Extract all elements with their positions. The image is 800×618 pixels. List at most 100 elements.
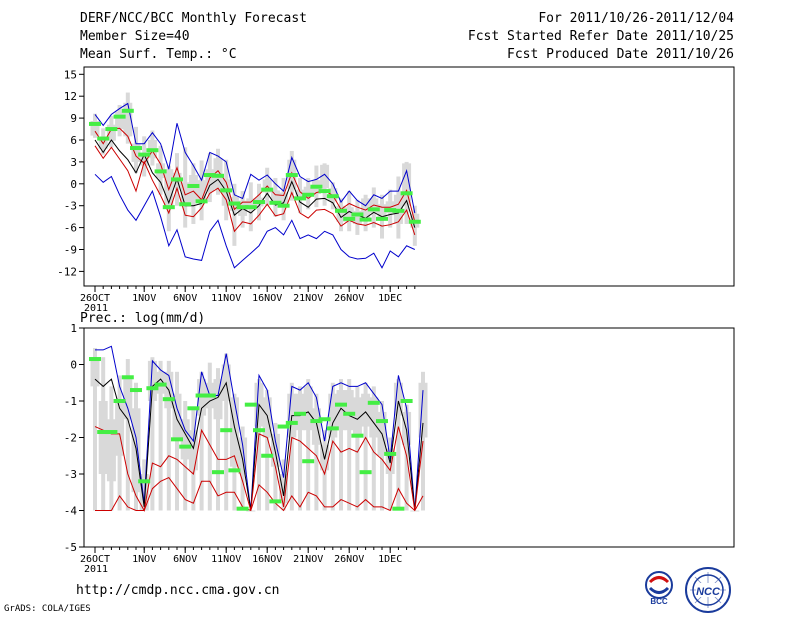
prec-spread-box [418, 382, 428, 438]
prec-spread-box [328, 393, 338, 438]
prec-year-label: 2011 [84, 564, 108, 575]
prec-whisker [347, 379, 352, 511]
prec-observed-marker [171, 437, 183, 442]
prec-observed-marker [400, 399, 413, 403]
temp-observed-marker [400, 191, 413, 196]
temp-spread-box [197, 180, 207, 200]
temp-spread-box [90, 121, 100, 136]
prec-observed-marker [179, 444, 192, 449]
temp-spread-box [303, 186, 313, 195]
temp-observed-marker [244, 205, 257, 210]
prec-whisker [207, 362, 212, 511]
variable-label: Mean Surf. Temp.: °C [80, 47, 237, 62]
prec-whisker [216, 368, 220, 511]
prec-whisker [265, 390, 270, 511]
ncc-logo: NCC [685, 567, 731, 613]
prec-observed-marker [121, 375, 134, 380]
temp-ytick-label: 12 [64, 90, 77, 103]
temp-spread-box [352, 210, 362, 224]
prec-whisker [199, 371, 204, 511]
temp-spread-box [164, 169, 174, 207]
temp-ytick-label: 3 [70, 156, 77, 169]
prec-observed-marker [318, 417, 331, 422]
prec-observed-marker [130, 388, 142, 393]
temp-spread-box [115, 111, 125, 130]
temp-xtick-label: 26OCT [80, 293, 110, 304]
prec-observed-marker [302, 459, 315, 464]
prec-observed-marker [236, 506, 249, 511]
temp-year-label: 2011 [84, 303, 108, 314]
prec-series-lower [95, 476, 424, 512]
prec-observed-marker [359, 470, 372, 475]
prec-observed-marker [146, 386, 159, 391]
prec-observed-marker [162, 397, 175, 402]
prec-observed-marker [285, 420, 298, 425]
prec-ytick-label: -4 [64, 505, 78, 518]
prec-series-max [95, 345, 424, 511]
temp-spread-box [139, 154, 149, 166]
prec-ytick-label: -5 [64, 541, 77, 554]
prec-observed-marker [113, 399, 126, 403]
prec-observed-marker [244, 402, 257, 407]
prec-spread-box [238, 437, 248, 474]
temp-observed-marker [121, 108, 134, 113]
prec-observed-marker [187, 406, 200, 411]
prec-observed-marker [261, 453, 274, 458]
prec-observed-marker [89, 357, 101, 362]
prec-spread-box [106, 419, 116, 482]
prec-spread-box [229, 397, 239, 467]
temp-observed-marker [195, 199, 208, 204]
temp-observed-marker [384, 208, 397, 213]
temp-spread-box [377, 204, 387, 221]
prec-whisker [306, 379, 311, 511]
temp-observed-marker [171, 177, 183, 182]
temp-spread-box [246, 198, 256, 210]
temp-observed-marker [179, 202, 192, 207]
prec-whisker [363, 382, 368, 511]
prec-spread-box [393, 382, 403, 416]
member-size-label: Member Size=40 [80, 29, 190, 44]
prec-observed-marker [220, 428, 233, 433]
prec-whisker [371, 386, 376, 511]
prec-xtick-label: 11NOV [211, 554, 241, 565]
temp-spread-box [320, 164, 330, 189]
temp-spread-box [131, 143, 141, 162]
prec-spread-box [180, 419, 190, 460]
temp-observed-marker [113, 114, 126, 119]
prec-spread-box [139, 474, 149, 511]
chart-title: DERF/NCC/BCC Monthly Forecast [80, 11, 307, 26]
prec-spread-box [369, 397, 379, 438]
prec-observed-marker [253, 428, 265, 433]
temp-observed-marker [212, 173, 224, 178]
forecast-started-date: Fcst Started Refer Date 2011/10/25 [467, 29, 734, 44]
temp-observed-marker [138, 152, 151, 157]
prec-observed-marker [326, 426, 339, 431]
temp-observed-marker [105, 127, 118, 132]
prec-observed-marker [154, 382, 167, 387]
temp-ytick-label: 9 [70, 112, 77, 125]
prec-ytick-label: 0 [70, 359, 77, 372]
temp-ytick-label: -12 [57, 265, 77, 278]
prec-spread-box [98, 401, 108, 474]
temp-observed-marker [318, 189, 331, 194]
temp-xtick-label: 26NOV [334, 293, 364, 304]
temp-observed-marker [351, 212, 364, 217]
prec-spread-box [279, 474, 289, 504]
temp-spread-box [369, 198, 379, 213]
temp-spread-box [279, 192, 289, 206]
temp-spread-box [213, 158, 223, 189]
temp-spread-box [106, 124, 116, 141]
temp-observed-marker [228, 201, 241, 206]
prec-observed-marker [384, 451, 397, 456]
temp-observed-marker [392, 208, 405, 213]
prec-xtick-label: 26NOV [334, 554, 364, 565]
temp-series-max [94, 102, 416, 214]
prec-ytick-label: -1 [64, 395, 77, 408]
temp-observed-marker [97, 136, 110, 141]
prec-ytick-label: 1 [70, 322, 77, 335]
prec-ytick-label: -3 [64, 468, 77, 481]
temp-observed-marker [302, 192, 315, 197]
ncc-logo-text: NCC [696, 586, 721, 598]
